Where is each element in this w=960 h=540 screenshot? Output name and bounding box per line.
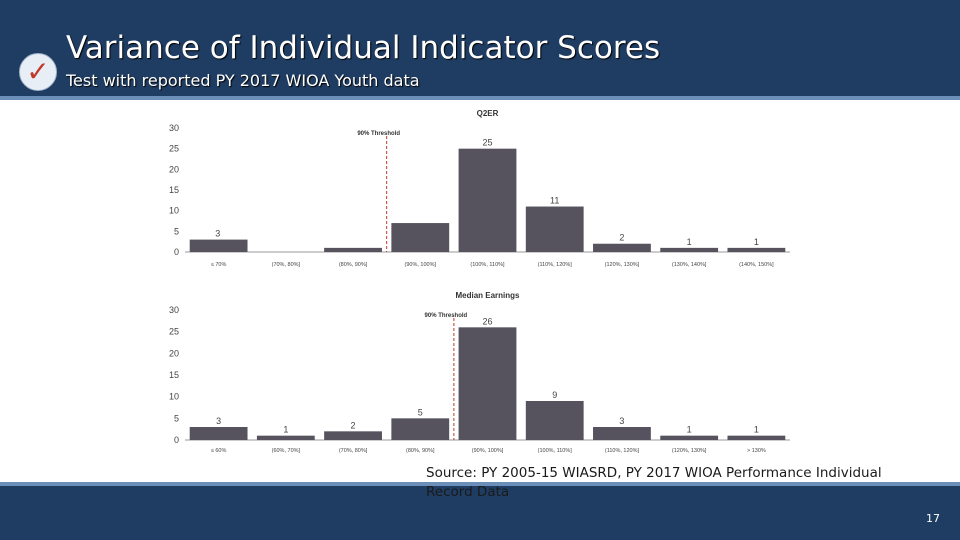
- data-label: 26: [482, 316, 492, 326]
- y-tick-label: 20: [169, 348, 179, 358]
- data-label: 11: [550, 196, 559, 206]
- x-tick-label: (110%, 120%]: [605, 448, 640, 454]
- data-label: 1: [687, 425, 692, 435]
- bar: [391, 418, 450, 440]
- x-tick-label: (80%, 90%]: [406, 448, 435, 454]
- chart-title: Q2ER: [477, 109, 499, 118]
- bar: [727, 247, 786, 252]
- bar: [525, 401, 584, 440]
- x-tick-label: (60%, 70%]: [272, 448, 301, 454]
- y-tick-label: 20: [169, 164, 179, 174]
- slide-footer: [0, 486, 960, 540]
- y-tick-label: 30: [169, 305, 179, 315]
- data-label: 2: [619, 233, 624, 243]
- page-subtitle: Test with reported PY 2017 WIOA Youth da…: [66, 71, 420, 90]
- bar: [324, 247, 382, 252]
- y-tick-label: 0: [174, 435, 179, 445]
- y-tick-label: 10: [169, 392, 179, 402]
- data-label: 25: [482, 138, 492, 148]
- bar: [525, 206, 584, 252]
- x-tick-label: (120%, 130%]: [672, 448, 707, 454]
- y-tick-label: 0: [174, 247, 179, 257]
- x-tick-label: (90%, 100%]: [405, 262, 437, 268]
- bar: [391, 223, 450, 252]
- x-tick-label: (100%, 110%]: [538, 448, 573, 454]
- page-number: 17: [926, 512, 940, 525]
- bar: [593, 243, 651, 252]
- x-tick-label: ≤ 70%: [211, 262, 227, 268]
- x-tick-label: (100%, 110%]: [470, 262, 505, 268]
- data-label: 9: [552, 390, 557, 400]
- bar: [458, 327, 517, 440]
- x-tick-label: (70%, 80%]: [272, 262, 301, 268]
- bar: [727, 435, 786, 440]
- x-tick-label: > 130%: [747, 448, 766, 454]
- data-label: 1: [283, 425, 288, 435]
- data-label: 1: [687, 237, 692, 247]
- y-tick-label: 15: [169, 370, 179, 380]
- data-label: 2: [351, 420, 356, 430]
- x-tick-label: (140%, 150%]: [739, 262, 774, 268]
- y-tick-label: 15: [169, 185, 179, 195]
- bar: [189, 239, 248, 252]
- y-tick-label: 25: [169, 144, 179, 154]
- data-label: 1: [754, 237, 759, 247]
- slide-header: [0, 0, 960, 96]
- page-title: Variance of Individual Indicator Scores: [66, 30, 661, 66]
- bar: [593, 427, 651, 440]
- data-label: 5: [418, 407, 423, 417]
- y-tick-label: 5: [174, 226, 179, 236]
- chart-title: Median Earnings: [455, 291, 520, 300]
- bar: [256, 435, 315, 440]
- data-label: 3: [216, 416, 221, 426]
- check-icon: ✓: [26, 55, 50, 88]
- x-tick-label: (70%, 80%]: [339, 448, 368, 454]
- source-note: Source: PY 2005-15 WIASRD, PY 2017 WIOA …: [426, 465, 882, 500]
- x-tick-label: ≤ 60%: [211, 448, 227, 454]
- bar: [660, 247, 719, 252]
- data-label: 1: [754, 425, 759, 435]
- bar: [660, 435, 719, 440]
- bar: [458, 148, 517, 252]
- data-label: 3: [215, 229, 220, 239]
- y-tick-label: 25: [169, 327, 179, 337]
- footer-divider: [0, 482, 960, 486]
- y-tick-label: 5: [174, 413, 179, 423]
- x-tick-label: (90%, 100%]: [472, 448, 504, 454]
- x-tick-label: (120%, 130%]: [605, 262, 640, 268]
- threshold-label: 90% Threshold: [425, 313, 468, 319]
- threshold-label: 90% Threshold: [357, 131, 400, 137]
- header-divider: [0, 96, 960, 100]
- data-label: 3: [619, 416, 624, 426]
- y-tick-label: 10: [169, 206, 179, 216]
- y-tick-label: 30: [169, 123, 179, 133]
- x-tick-label: (110%, 120%]: [538, 262, 573, 268]
- check-badge: ✓: [19, 53, 57, 91]
- x-tick-label: (130%, 140%]: [672, 262, 707, 268]
- bar: [189, 427, 248, 440]
- x-tick-label: (80%, 90%]: [339, 262, 368, 268]
- bar: [324, 431, 382, 440]
